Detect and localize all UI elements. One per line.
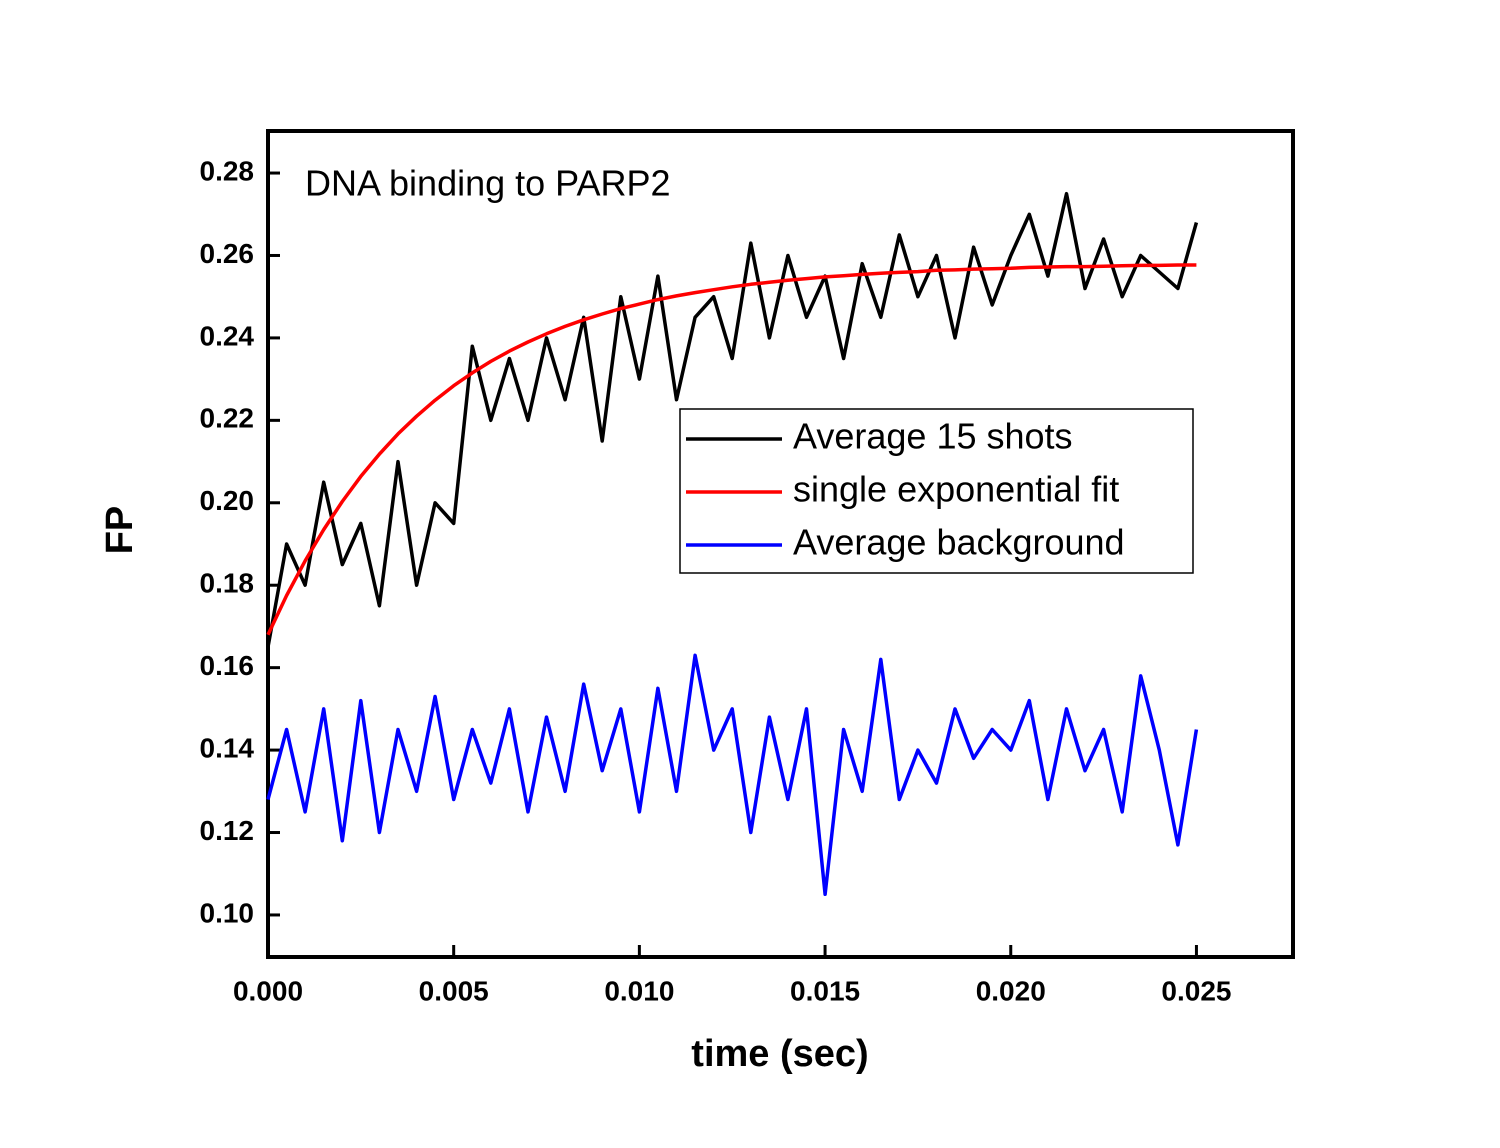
annotation: DNA binding to PARP2	[305, 163, 671, 204]
x-tick-label: 0.005	[419, 975, 489, 1006]
data-line	[266, 653, 1199, 897]
x-tick-label: 0.020	[976, 975, 1046, 1006]
y-tick-label: 0.28	[200, 155, 255, 186]
legend-label: Average 15 shots	[793, 416, 1073, 457]
y-tick-label: 0.20	[200, 485, 255, 516]
x-tick-label: 0.025	[1161, 975, 1231, 1006]
y-tick-label: 0.10	[200, 897, 255, 928]
legend-label: Average background	[793, 522, 1125, 563]
plot-frame	[266, 129, 1295, 959]
x-tick-label: 0.010	[604, 975, 674, 1006]
x-tick-label: 0.000	[233, 975, 303, 1006]
y-tick-label: 0.26	[200, 238, 255, 269]
y-tick-label: 0.22	[200, 403, 255, 434]
legend-label: single exponential fit	[793, 469, 1119, 510]
y-tick-label: 0.14	[200, 732, 255, 763]
y-tick-label: 0.24	[200, 320, 255, 351]
x-tick-label: 0.015	[790, 975, 860, 1006]
data-line	[266, 263, 1197, 636]
y-tick-label: 0.18	[200, 568, 255, 599]
y-tick-label: 0.16	[200, 650, 255, 681]
y-tick-label: 0.12	[200, 815, 255, 846]
x-axis-label: time (sec)	[691, 1033, 868, 1075]
data-line	[266, 191, 1199, 648]
y-axis-label: FP	[99, 506, 141, 555]
